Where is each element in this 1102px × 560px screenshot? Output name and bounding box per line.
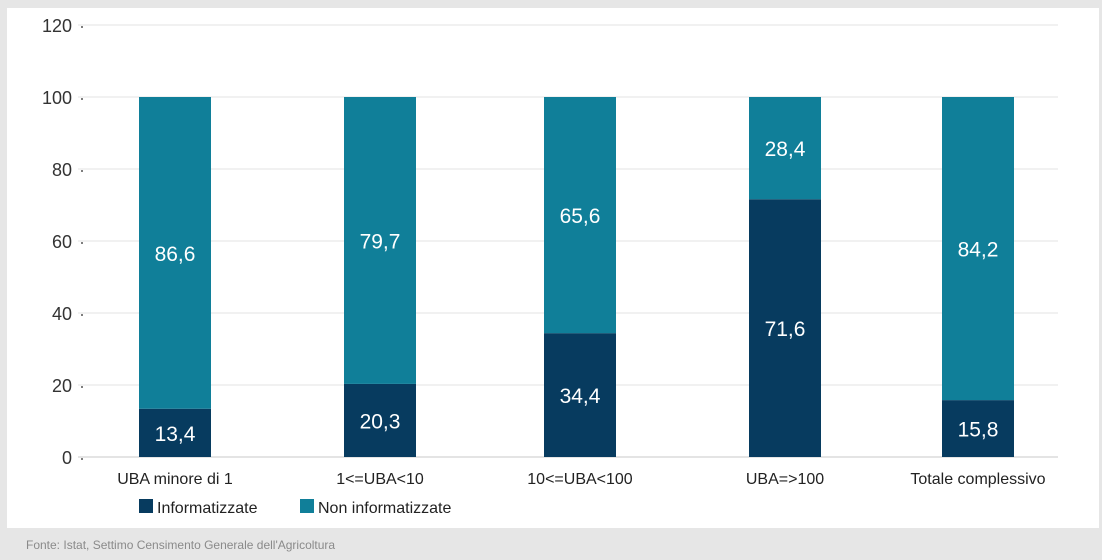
y-tick-label: 100 <box>42 88 72 108</box>
x-tick-label: 1<=UBA<10 <box>336 471 424 488</box>
bar-segment <box>942 400 1014 457</box>
x-tick-label: Totale complessivo <box>910 471 1045 488</box>
bar-segment <box>139 97 211 409</box>
bar-segment <box>749 199 821 458</box>
data-label: 71,6 <box>765 318 806 341</box>
y-tick-mark <box>81 386 83 388</box>
x-axis-labels: UBA minore di 1 1<=UBA<10 10<=UBA<100 UBA=>… <box>117 471 1045 488</box>
y-tick-mark <box>81 314 83 316</box>
legend-label: Non informatizzate <box>318 500 451 517</box>
bar-segment <box>942 97 1014 401</box>
y-tick-mark <box>81 242 83 244</box>
y-tick-label: 60 <box>52 232 72 252</box>
data-label: 20,3 <box>360 410 401 433</box>
data-label: 84,2 <box>958 239 999 262</box>
bar-segment <box>544 333 616 457</box>
y-tick-label: 0 <box>62 448 72 468</box>
bar-segment <box>344 383 416 457</box>
y-tick-mark <box>81 26 83 28</box>
data-label: 79,7 <box>360 230 401 253</box>
stacked-bar-chart: 0 20 40 60 80 100 120 13,4 86,6 20,3 79,7 34,4 65,6… <box>7 8 1099 528</box>
bar-segment <box>544 97 616 334</box>
legend-swatch <box>139 499 153 513</box>
data-label: 86,6 <box>155 243 196 266</box>
bar-segment <box>139 408 211 457</box>
y-tick-mark <box>81 170 83 172</box>
y-tick-label: 20 <box>52 376 72 396</box>
y-tick-label: 120 <box>42 16 72 36</box>
data-labels: 13,4 86,6 20,3 79,7 34,4 65,6 71,6 28,4 15,8 84,2 <box>155 138 999 446</box>
data-label: 13,4 <box>155 423 196 446</box>
y-tick-mark <box>81 98 83 100</box>
data-label: 15,8 <box>958 419 999 442</box>
y-tick-mark <box>81 458 83 460</box>
bar-segment <box>344 97 416 384</box>
data-label: 28,4 <box>765 138 806 161</box>
y-tick-label: 40 <box>52 304 72 324</box>
x-tick-label: UBA minore di 1 <box>117 471 233 488</box>
data-label: 65,6 <box>560 205 601 228</box>
bars <box>139 97 1014 458</box>
x-tick-label: 10<=UBA<100 <box>527 471 633 488</box>
y-tick-label: 80 <box>52 160 72 180</box>
bar-segment <box>749 97 821 200</box>
legend-swatch <box>300 499 314 513</box>
x-tick-label: UBA=>100 <box>746 471 824 488</box>
legend: Informatizzate Non informatizzate <box>139 499 451 517</box>
source-note: Fonte: Istat, Settimo Censimento General… <box>26 538 336 552</box>
y-axis: 0 20 40 60 80 100 120 <box>42 16 1058 468</box>
data-label: 34,4 <box>560 385 601 408</box>
legend-label: Informatizzate <box>157 500 258 517</box>
